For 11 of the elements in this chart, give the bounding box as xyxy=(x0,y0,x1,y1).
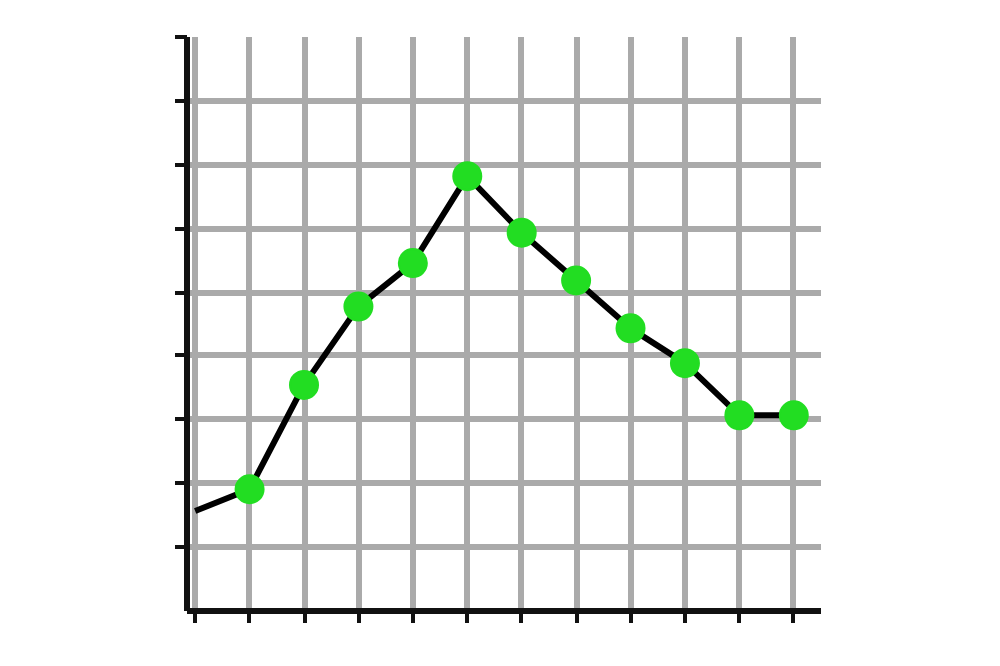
point xyxy=(561,265,592,296)
point xyxy=(343,291,374,322)
point xyxy=(234,474,265,505)
point xyxy=(397,248,428,279)
point xyxy=(724,400,755,431)
point xyxy=(289,369,319,400)
point xyxy=(615,313,646,344)
point xyxy=(452,161,483,192)
point xyxy=(778,400,809,431)
point xyxy=(669,348,700,379)
point xyxy=(506,217,537,248)
